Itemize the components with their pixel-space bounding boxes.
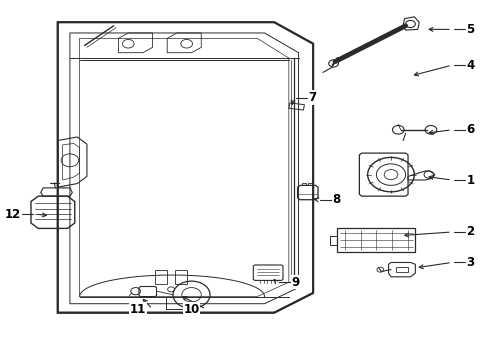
Text: 12: 12 [5,208,21,221]
Text: 10: 10 [183,303,199,316]
Text: 2: 2 [466,225,473,238]
Text: 6: 6 [466,123,474,136]
Text: 8: 8 [332,193,340,206]
Text: 5: 5 [466,23,474,36]
Polygon shape [58,22,312,313]
Text: 11: 11 [130,303,146,316]
Text: 3: 3 [466,256,473,269]
Text: 1: 1 [466,174,473,186]
Text: 9: 9 [291,276,299,289]
Text: 7: 7 [307,91,316,104]
Text: 4: 4 [466,59,474,72]
